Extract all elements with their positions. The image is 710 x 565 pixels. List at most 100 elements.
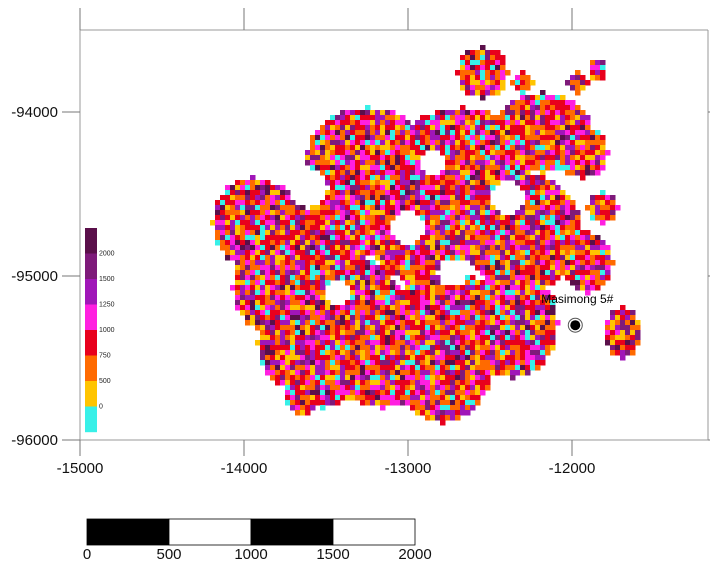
heatmap-cell [545, 100, 551, 106]
heatmap-cell [395, 345, 401, 351]
heatmap-cell [525, 145, 531, 151]
heatmap-cell [425, 320, 431, 326]
heatmap-cell [515, 145, 521, 151]
heatmap-cell [390, 205, 396, 211]
heatmap-cell [605, 210, 611, 216]
heatmap-cell [560, 130, 566, 136]
heatmap-cell [505, 260, 511, 266]
heatmap-cell [230, 185, 236, 191]
heatmap-cell [475, 295, 481, 301]
heatmap-cell [390, 270, 396, 276]
heatmap-cell [395, 360, 401, 366]
heatmap-cell [530, 260, 536, 266]
heatmap-cell [360, 135, 366, 141]
heatmap-cell [380, 305, 386, 311]
heatmap-cell [250, 300, 256, 306]
heatmap-cell [355, 360, 361, 366]
heatmap-cell [445, 360, 451, 366]
heatmap-cell [545, 300, 551, 306]
heatmap-cell [440, 185, 446, 191]
heatmap-cell [475, 330, 481, 336]
heatmap-cell [375, 175, 381, 181]
heatmap-cell [580, 245, 586, 251]
heatmap-cell [240, 195, 246, 201]
heatmap-cell [545, 245, 551, 251]
heatmap-cell [475, 340, 481, 346]
heatmap-cell [285, 285, 291, 291]
heatmap-cell [500, 80, 506, 86]
heatmap-cell [510, 250, 516, 256]
heatmap-cell [450, 250, 456, 256]
heatmap-cell [390, 110, 396, 116]
heatmap-cell [465, 275, 471, 281]
heatmap-cell [435, 225, 441, 231]
heatmap-cell [555, 130, 561, 136]
heatmap-cell [335, 365, 341, 371]
heatmap-cell [500, 355, 506, 361]
heatmap-cell [415, 355, 421, 361]
heatmap-cell [295, 250, 301, 256]
heatmap-cell [370, 340, 376, 346]
heatmap-cell [420, 135, 426, 141]
heatmap-cell [305, 345, 311, 351]
heatmap-cell [375, 335, 381, 341]
heatmap-cell [270, 215, 276, 221]
heatmap-cell [515, 280, 521, 286]
heatmap-cell [595, 240, 601, 246]
heatmap-cell [370, 115, 376, 121]
heatmap-cell [465, 110, 471, 116]
heatmap-cell [445, 240, 451, 246]
heatmap-cell [470, 235, 476, 241]
heatmap-cell [425, 280, 431, 286]
heatmap-cell [380, 160, 386, 166]
heatmap-cell [405, 310, 411, 316]
heatmap-cell [465, 235, 471, 241]
heatmap-cell [315, 285, 321, 291]
heatmap-cell [465, 225, 471, 231]
heatmap-cell [610, 215, 616, 221]
heatmap-cell [415, 270, 421, 276]
heatmap-cell [320, 305, 326, 311]
heatmap-cell [545, 240, 551, 246]
heatmap-cell [405, 315, 411, 321]
heatmap-cell [445, 380, 451, 386]
heatmap-cell [305, 305, 311, 311]
heatmap-cell [535, 115, 541, 121]
heatmap-cell [485, 150, 491, 156]
heatmap-cell [500, 220, 506, 226]
heatmap-cell [500, 130, 506, 136]
heatmap-cell [320, 290, 326, 296]
heatmap-cell [285, 320, 291, 326]
heatmap-cell [320, 350, 326, 356]
heatmap-cell [435, 185, 441, 191]
heatmap-cell [270, 205, 276, 211]
heatmap-cell [575, 170, 581, 176]
heatmap-cell [585, 245, 591, 251]
heatmap-cell [305, 330, 311, 336]
heatmap-cell [555, 320, 561, 326]
heatmap-cell [415, 310, 421, 316]
heatmap-cell [515, 235, 521, 241]
heatmap-cell [405, 300, 411, 306]
heatmap-cell [355, 150, 361, 156]
heatmap-cell [445, 110, 451, 116]
heatmap-cell [480, 150, 486, 156]
heatmap-cell [240, 285, 246, 291]
heatmap-cell [420, 170, 426, 176]
heatmap-cell [305, 160, 311, 166]
heatmap-cell [400, 375, 406, 381]
heatmap-cell [550, 230, 556, 236]
heatmap-cell [420, 255, 426, 261]
heatmap-cell [260, 335, 266, 341]
heatmap-cell [480, 290, 486, 296]
heatmap-cell [465, 250, 471, 256]
heatmap-cell [590, 245, 596, 251]
heatmap-cell [365, 200, 371, 206]
heatmap-cell [460, 335, 466, 341]
heatmap-cell [375, 215, 381, 221]
heatmap-cell [270, 260, 276, 266]
heatmap-cell [410, 280, 416, 286]
heatmap-cell [330, 200, 336, 206]
heatmap-cell [395, 130, 401, 136]
heatmap-cell [415, 150, 421, 156]
